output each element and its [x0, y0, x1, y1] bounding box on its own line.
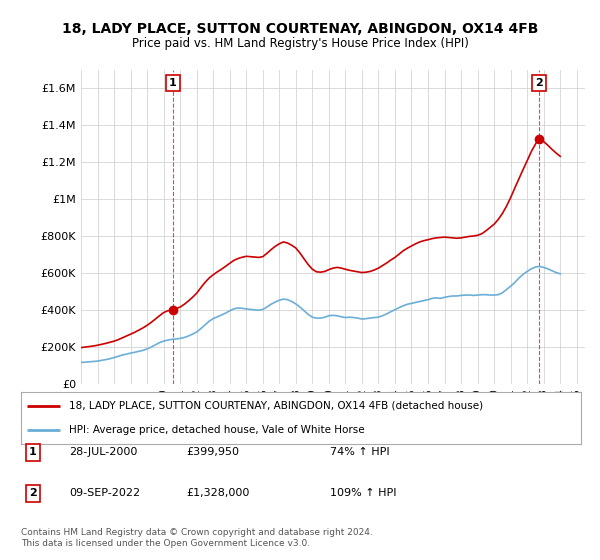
- Text: 09-SEP-2022: 09-SEP-2022: [69, 488, 140, 498]
- Text: Contains HM Land Registry data © Crown copyright and database right 2024.
This d: Contains HM Land Registry data © Crown c…: [21, 528, 373, 548]
- Text: HPI: Average price, detached house, Vale of White Horse: HPI: Average price, detached house, Vale…: [68, 424, 364, 435]
- Text: 18, LADY PLACE, SUTTON COURTENAY, ABINGDON, OX14 4FB (detached house): 18, LADY PLACE, SUTTON COURTENAY, ABINGD…: [68, 401, 483, 411]
- Text: 1: 1: [29, 447, 37, 458]
- Text: 18, LADY PLACE, SUTTON COURTENAY, ABINGDON, OX14 4FB: 18, LADY PLACE, SUTTON COURTENAY, ABINGD…: [62, 22, 538, 36]
- Text: 74% ↑ HPI: 74% ↑ HPI: [330, 447, 389, 458]
- Text: 1: 1: [169, 78, 177, 88]
- Text: £1,328,000: £1,328,000: [186, 488, 250, 498]
- Text: 2: 2: [29, 488, 37, 498]
- Text: Price paid vs. HM Land Registry's House Price Index (HPI): Price paid vs. HM Land Registry's House …: [131, 37, 469, 50]
- Text: 28-JUL-2000: 28-JUL-2000: [69, 447, 137, 458]
- Text: 2: 2: [535, 78, 542, 88]
- Text: 109% ↑ HPI: 109% ↑ HPI: [330, 488, 397, 498]
- Text: £399,950: £399,950: [186, 447, 239, 458]
